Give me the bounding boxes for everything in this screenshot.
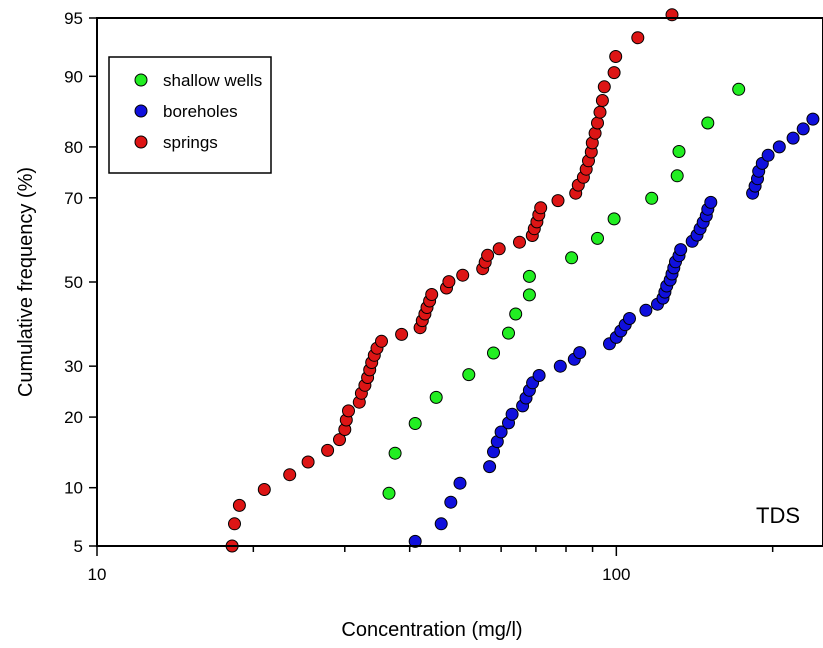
legend-marker-shallow-wells bbox=[134, 73, 148, 87]
point-springs bbox=[257, 483, 271, 496]
point-shallow-wells bbox=[565, 251, 579, 265]
point-springs bbox=[597, 80, 611, 94]
y-tick-label: 95 bbox=[64, 9, 83, 28]
point-shallow-wells bbox=[670, 169, 684, 183]
point-springs bbox=[492, 242, 506, 256]
point-springs bbox=[595, 94, 609, 107]
point-boreholes bbox=[434, 517, 448, 531]
point-boreholes bbox=[573, 346, 587, 360]
point-boreholes bbox=[453, 476, 467, 490]
point-springs bbox=[442, 275, 456, 289]
point-springs bbox=[551, 194, 565, 208]
x-axis-title: Concentration (mg/l) bbox=[341, 619, 522, 641]
point-shallow-wells bbox=[591, 231, 604, 245]
point-shallow-wells bbox=[522, 288, 536, 302]
legend-label-shallow-wells: shallow wells bbox=[163, 71, 262, 90]
point-shallow-wells bbox=[388, 446, 402, 460]
x-axis: 10 100 bbox=[88, 546, 774, 584]
point-shallow-wells bbox=[701, 116, 715, 130]
legend: shallow wells boreholes springs bbox=[108, 56, 272, 174]
y-tick-label: 80 bbox=[64, 138, 83, 157]
legend-marker-boreholes bbox=[134, 104, 148, 118]
point-springs bbox=[425, 288, 439, 301]
point-boreholes bbox=[761, 148, 775, 162]
point-shallow-wells bbox=[672, 145, 686, 158]
point-shallow-wells bbox=[732, 82, 746, 96]
y-tick-label: 70 bbox=[64, 189, 83, 208]
y-tick-label: 50 bbox=[64, 273, 83, 292]
point-springs bbox=[534, 201, 548, 215]
point-boreholes bbox=[483, 460, 497, 474]
point-springs bbox=[607, 66, 621, 80]
x-tick-label: 100 bbox=[602, 565, 630, 584]
point-shallow-wells bbox=[429, 390, 443, 404]
point-springs bbox=[342, 404, 355, 418]
point-shallow-wells bbox=[487, 346, 500, 360]
point-shallow-wells bbox=[522, 269, 536, 283]
y-tick-label: 20 bbox=[64, 408, 83, 427]
point-boreholes bbox=[704, 195, 718, 209]
point-springs bbox=[513, 235, 526, 249]
point-boreholes bbox=[408, 534, 422, 548]
point-shallow-wells bbox=[382, 486, 396, 500]
y-tick-label: 30 bbox=[64, 357, 83, 376]
point-boreholes bbox=[674, 243, 688, 257]
point-shallow-wells bbox=[645, 191, 659, 205]
y-tick-label: 10 bbox=[64, 479, 83, 498]
legend-label-boreholes: boreholes bbox=[163, 102, 238, 121]
y-tick-label: 5 bbox=[74, 537, 83, 556]
point-springs bbox=[301, 455, 315, 469]
point-springs bbox=[283, 468, 297, 482]
point-springs bbox=[232, 498, 246, 512]
y-axis: 5 10 20 30 50 70 80 90 95 bbox=[64, 9, 97, 556]
point-boreholes bbox=[796, 122, 810, 136]
point-shallow-wells bbox=[607, 212, 621, 226]
y-tick-label: 90 bbox=[64, 67, 83, 86]
point-springs bbox=[375, 334, 388, 348]
point-shallow-wells bbox=[408, 417, 422, 430]
point-boreholes bbox=[786, 131, 800, 145]
point-boreholes bbox=[532, 369, 546, 382]
point-boreholes bbox=[772, 140, 786, 154]
point-springs bbox=[593, 105, 607, 119]
point-springs bbox=[228, 517, 241, 531]
legend-marker-springs bbox=[134, 135, 148, 149]
point-boreholes bbox=[444, 495, 458, 509]
legend-label-springs: springs bbox=[163, 133, 218, 152]
point-boreholes bbox=[553, 359, 567, 373]
point-boreholes bbox=[494, 425, 508, 439]
point-springs bbox=[609, 50, 623, 63]
point-boreholes bbox=[623, 312, 636, 325]
point-shallow-wells bbox=[509, 307, 523, 321]
y-axis-title: Cumulative frequency (%) bbox=[15, 167, 37, 397]
chart-annotation: TDS bbox=[756, 503, 800, 528]
point-springs bbox=[591, 116, 604, 130]
point-boreholes bbox=[505, 407, 519, 421]
point-springs bbox=[631, 31, 645, 45]
point-shallow-wells bbox=[502, 326, 515, 340]
data-points bbox=[225, 8, 820, 553]
point-springs bbox=[481, 248, 495, 262]
point-springs bbox=[321, 443, 335, 457]
point-springs bbox=[456, 268, 470, 282]
point-springs bbox=[395, 327, 409, 341]
point-boreholes bbox=[806, 112, 820, 126]
point-springs bbox=[333, 433, 346, 447]
point-boreholes bbox=[639, 303, 653, 317]
x-tick-label: 10 bbox=[88, 565, 107, 584]
point-shallow-wells bbox=[462, 368, 476, 382]
